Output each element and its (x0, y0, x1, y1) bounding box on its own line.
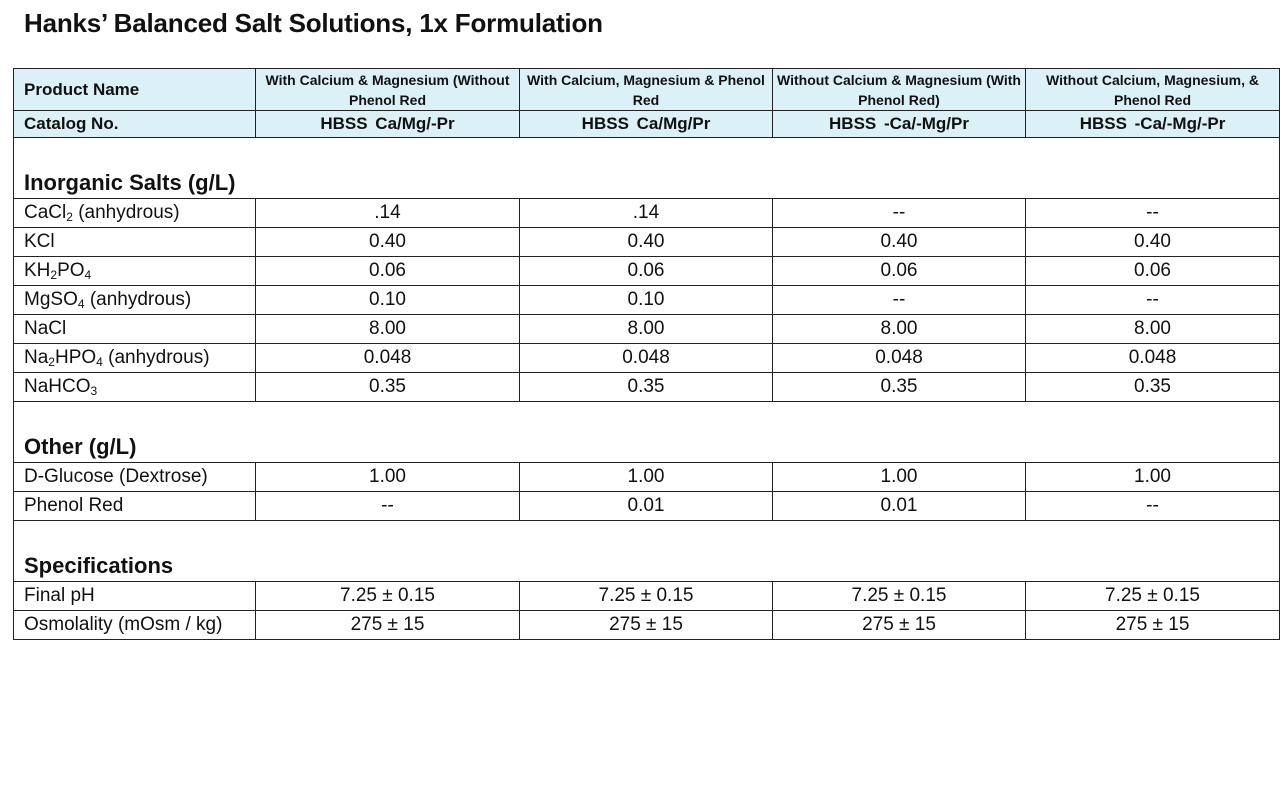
catalog-number-4: HBSS -Ca/-Mg/-Pr (1025, 110, 1280, 138)
row-label: Final pH (13, 581, 256, 611)
product-name-row: Product Name With Calcium & Magnesium (W… (13, 68, 1280, 111)
cell-value: 1.00 (255, 462, 520, 492)
cell-value: 7.25 ± 0.15 (772, 581, 1026, 611)
product-name-4: Without Calcium, Magnesium, & Phenol Red (1025, 68, 1280, 111)
cell-value: 275 ± 15 (1025, 610, 1280, 640)
cell-value: 275 ± 15 (255, 610, 520, 640)
cell-value: -- (772, 285, 1026, 315)
cell-value: .14 (519, 198, 773, 228)
cell-value: 0.06 (255, 256, 520, 286)
row-label: D-Glucose (Dextrose) (13, 462, 256, 492)
catalog-number-row: Catalog No. HBSS Ca/Mg/-Pr HBSS Ca/Mg/Pr… (13, 110, 1280, 138)
catalog-number-3: HBSS -Ca/-Mg/Pr (772, 110, 1026, 138)
cell-value: -- (1025, 491, 1280, 521)
formulation-table: Product Name With Calcium & Magnesium (W… (13, 68, 1280, 640)
cell-value: 0.35 (772, 372, 1026, 402)
row-label: Osmolality (mOsm / kg) (13, 610, 256, 640)
section-heading: Inorganic Salts (g/L) (13, 137, 1280, 199)
product-name-2: With Calcium, Magnesium & Phenol Red (519, 68, 773, 111)
cell-value: 1.00 (772, 462, 1026, 492)
section-heading: Other (g/L) (13, 401, 1280, 463)
cell-value: 0.06 (519, 256, 773, 286)
section-heading-row: Inorganic Salts (g/L) (13, 137, 1280, 199)
section-heading: Specifications (13, 520, 1280, 582)
cell-value: 8.00 (255, 314, 520, 344)
table-row: KH2PO4 0.06 0.06 0.06 0.06 (13, 256, 1280, 286)
cell-value: 7.25 ± 0.15 (1025, 581, 1280, 611)
cell-value: .14 (255, 198, 520, 228)
row-label: Na2HPO4 (anhydrous) (13, 343, 256, 373)
row-label: NaCl (13, 314, 256, 344)
table-row: CaCl2 (anhydrous) .14 .14 -- -- (13, 198, 1280, 228)
cell-value: 0.06 (1025, 256, 1280, 286)
table-row: D-Glucose (Dextrose) 1.00 1.00 1.00 1.00 (13, 462, 1280, 492)
cell-value: 0.35 (1025, 372, 1280, 402)
cell-value: 7.25 ± 0.15 (255, 581, 520, 611)
cell-value: 0.40 (519, 227, 773, 257)
row-label: KCl (13, 227, 256, 257)
cell-value: 1.00 (519, 462, 773, 492)
cell-value: 0.048 (255, 343, 520, 373)
cell-value: 0.048 (772, 343, 1026, 373)
table-row: Na2HPO4 (anhydrous) 0.048 0.048 0.048 0.… (13, 343, 1280, 373)
cell-value: -- (255, 491, 520, 521)
section-heading-row: Other (g/L) (13, 401, 1280, 463)
cell-value: 0.06 (772, 256, 1026, 286)
cell-value: 0.10 (255, 285, 520, 315)
cell-value: 0.40 (255, 227, 520, 257)
cell-value: 0.01 (772, 491, 1026, 521)
cell-value: -- (1025, 198, 1280, 228)
table-row: Osmolality (mOsm / kg) 275 ± 15 275 ± 15… (13, 610, 1280, 640)
catalog-number-label: Catalog No. (13, 110, 256, 138)
row-label: NaHCO3 (13, 372, 256, 402)
cell-value: -- (1025, 285, 1280, 315)
row-label: MgSO4 (anhydrous) (13, 285, 256, 315)
table-row: MgSO4 (anhydrous) 0.10 0.10 -- -- (13, 285, 1280, 315)
table-row: NaCl 8.00 8.00 8.00 8.00 (13, 314, 1280, 344)
cell-value: 0.048 (1025, 343, 1280, 373)
cell-value: 0.40 (1025, 227, 1280, 257)
cell-value: 0.048 (519, 343, 773, 373)
product-name-1: With Calcium & Magnesium (Without Phenol… (255, 68, 520, 111)
cell-value: 7.25 ± 0.15 (519, 581, 773, 611)
product-name-3: Without Calcium & Magnesium (With Phenol… (772, 68, 1026, 111)
cell-value: 1.00 (1025, 462, 1280, 492)
cell-value: 8.00 (1025, 314, 1280, 344)
table-row: Phenol Red -- 0.01 0.01 -- (13, 491, 1280, 521)
row-label: Phenol Red (13, 491, 256, 521)
cell-value: 0.01 (519, 491, 773, 521)
cell-value: 0.35 (255, 372, 520, 402)
cell-value: 0.10 (519, 285, 773, 315)
cell-value: 8.00 (519, 314, 773, 344)
cell-value: 8.00 (772, 314, 1026, 344)
cell-value: 0.35 (519, 372, 773, 402)
cell-value: 0.40 (772, 227, 1026, 257)
table-row: KCl 0.40 0.40 0.40 0.40 (13, 227, 1280, 257)
catalog-number-1: HBSS Ca/Mg/-Pr (255, 110, 520, 138)
row-label: CaCl2 (anhydrous) (13, 198, 256, 228)
table-row: NaHCO3 0.35 0.35 0.35 0.35 (13, 372, 1280, 402)
product-name-label: Product Name (13, 68, 256, 111)
page-title: Hanks’ Balanced Salt Solutions, 1x Formu… (24, 8, 603, 38)
cell-value: 275 ± 15 (519, 610, 773, 640)
section-heading-row: Specifications (13, 520, 1280, 582)
row-label: KH2PO4 (13, 256, 256, 286)
catalog-number-2: HBSS Ca/Mg/Pr (519, 110, 773, 138)
table-row: Final pH 7.25 ± 0.15 7.25 ± 0.15 7.25 ± … (13, 581, 1280, 611)
cell-value: 275 ± 15 (772, 610, 1026, 640)
cell-value: -- (772, 198, 1026, 228)
